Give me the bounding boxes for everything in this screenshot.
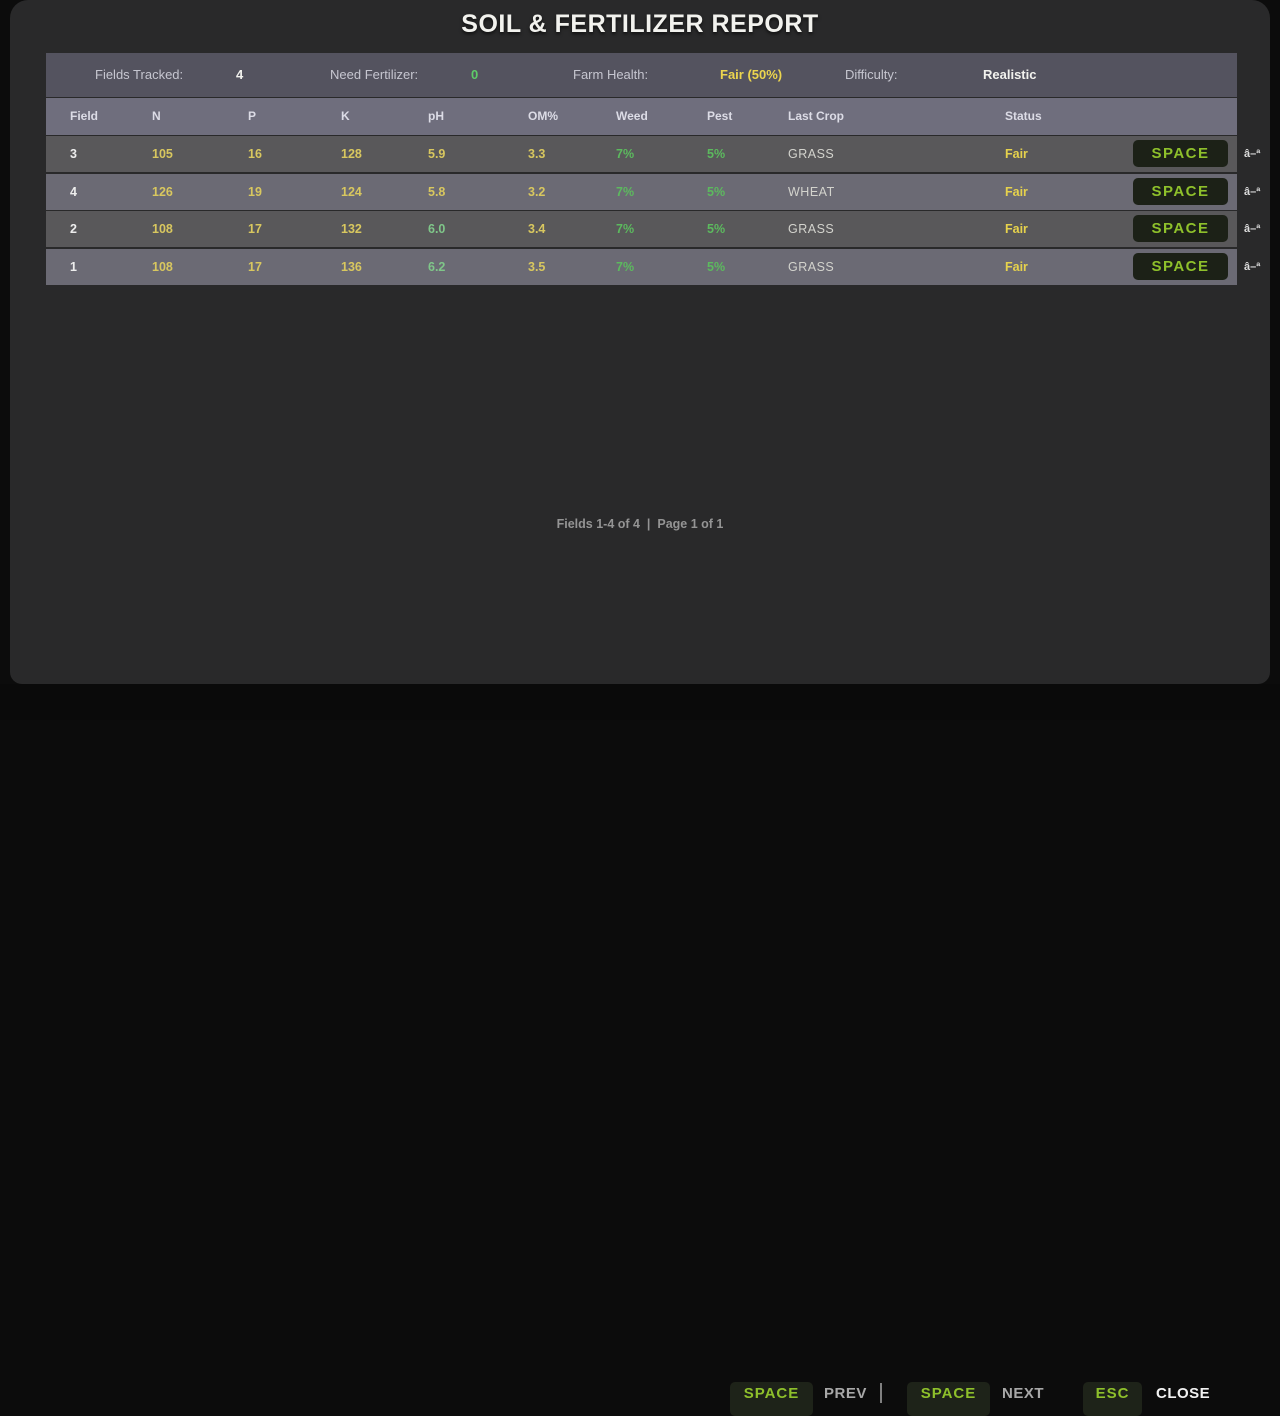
next-label: NEXT [1002,1385,1045,1402]
weed-value: 7% [616,259,635,274]
need-fertilizer-value: 0 [471,67,479,82]
close-label: CLOSE [1156,1385,1211,1402]
table-header: Field N P K pH OM% Weed Pest Last Crop S… [46,98,1237,135]
ph-value: 6.0 [428,222,446,236]
om-value: 3.5 [528,259,546,274]
space-key-button[interactable]: SPACE [1133,252,1228,280]
difficulty-value: Realistic [983,67,1037,82]
table-row: 3 105 16 128 5.9 3.3 7% 5% GRASS Fair SP… [46,136,1260,172]
status-value: Fair [1005,259,1028,274]
ph-value: 5.9 [428,147,446,161]
k-value: 128 [341,147,362,161]
farm-health-value: Fair (50%) [720,67,783,82]
weed-value: 7% [616,222,635,236]
row-marker-glyph: â–ª [1244,185,1261,198]
farm-health-label: Farm Health: [573,67,649,82]
next-key-button[interactable]: SPACE [907,1382,990,1416]
pagination-text: Fields 1-4 of 4 | Page 1 of 1 [556,517,724,531]
col-n: N [152,109,161,123]
table-row: 2 108 17 132 6.0 3.4 7% 5% GRASS Fair SP… [46,211,1260,247]
p-value: 17 [248,222,262,236]
col-om: OM% [528,109,558,123]
weed-value: 7% [616,147,635,161]
col-field: Field [70,109,99,123]
n-value: 105 [152,147,173,161]
col-p: P [248,109,257,123]
pest-value: 5% [707,184,726,199]
need-fertilizer-label: Need Fertilizer: [330,67,419,82]
weed-value: 7% [616,184,635,199]
difficulty-label: Difficulty: [845,67,898,82]
prev-label: PREV [824,1385,867,1402]
last-crop-value: GRASS [788,147,835,161]
col-k: K [341,109,350,123]
stats-bar: Fields Tracked: 4 Need Fertilizer: 0 Far… [46,53,1237,97]
status-value: Fair [1005,184,1028,199]
field-id: 4 [70,184,77,199]
n-value: 126 [152,184,173,199]
col-last-crop: Last Crop [788,109,845,123]
n-value: 108 [152,259,173,274]
last-crop-value: GRASS [788,222,835,236]
row-marker-glyph: â–ª [1244,223,1261,235]
space-key-button[interactable]: SPACE [1133,215,1228,242]
table-row: 4 126 19 124 5.8 3.2 7% 5% WHEAT Fair SP… [46,173,1260,210]
field-id: 3 [70,147,77,161]
last-crop-value: WHEAT [788,184,835,199]
table-row: 1 108 17 136 6.2 3.5 7% 5% GRASS Fair SP… [46,248,1260,285]
n-value: 108 [152,222,173,236]
p-value: 19 [248,184,262,199]
om-value: 3.3 [528,147,546,161]
p-value: 16 [248,147,262,161]
status-value: Fair [1005,222,1028,236]
row-marker-glyph: â–ª [1244,260,1261,273]
col-weed: Weed [616,109,648,123]
footer-separator [880,1383,882,1403]
space-key-button[interactable]: SPACE [1133,177,1228,205]
p-value: 17 [248,259,262,274]
fields-tracked-value: 4 [236,67,244,82]
space-key-button[interactable]: SPACE [1133,140,1228,167]
fields-tracked-label: Fields Tracked: [95,67,184,82]
prev-key-button[interactable]: SPACE [730,1382,813,1416]
row-marker-glyph: â–ª [1244,148,1261,160]
pest-value: 5% [707,147,726,161]
om-value: 3.4 [528,222,546,236]
om-value: 3.2 [528,184,546,199]
col-ph: pH [428,109,444,123]
page-title: SOIL & FERTILIZER REPORT [461,10,819,38]
pest-value: 5% [707,259,726,274]
esc-key-button[interactable]: ESC [1083,1382,1142,1416]
last-crop-value: GRASS [788,259,835,274]
col-pest: Pest [707,109,733,123]
table-rows: 3 105 16 128 5.9 3.3 7% 5% GRASS Fair SP… [46,136,1260,286]
ph-value: 5.8 [428,184,446,199]
pest-value: 5% [707,222,726,236]
k-value: 136 [341,259,362,274]
status-value: Fair [1005,147,1028,161]
field-id: 1 [70,259,77,274]
k-value: 132 [341,222,362,236]
footer-bar: SPACE PREV SPACE NEXT ESC CLOSE [0,684,1280,1416]
field-id: 2 [70,222,77,236]
ph-value: 6.2 [428,259,446,274]
k-value: 124 [341,184,362,199]
col-status: Status [1005,109,1042,123]
